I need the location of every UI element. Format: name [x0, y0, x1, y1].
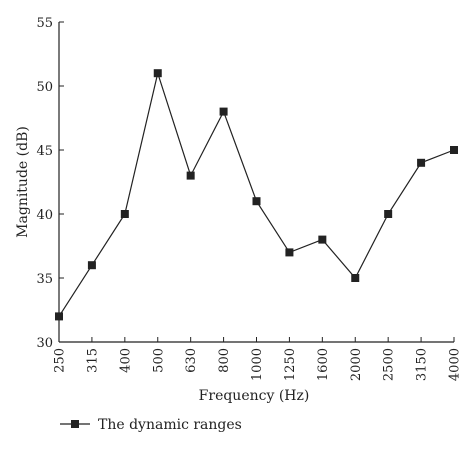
- series-group: [55, 69, 458, 321]
- data-point-marker: [351, 274, 360, 282]
- data-point-marker: [120, 210, 129, 218]
- y-tick-label: 30: [36, 336, 53, 351]
- legend: The dynamic ranges: [60, 417, 242, 433]
- x-axis-label: Frequency (Hz): [199, 388, 310, 404]
- series-line: [58, 70, 455, 317]
- x-tick-label: 800: [217, 348, 232, 373]
- data-point-marker: [384, 210, 393, 218]
- data-point-marker: [87, 261, 96, 270]
- y-axis-ticks: 30 35 40 45 50 55: [36, 16, 64, 351]
- y-tick-label: 45: [36, 144, 53, 159]
- data-point-marker: [252, 197, 261, 206]
- data-point-marker: [450, 146, 458, 154]
- data-point-marker: [55, 312, 63, 321]
- x-tick-label: 1600: [316, 348, 331, 381]
- data-point-marker: [186, 171, 195, 180]
- data-point-marker: [153, 69, 162, 78]
- x-tick-label: 400: [118, 348, 133, 373]
- y-axis-label: Magnitude (dB): [15, 126, 31, 238]
- y-tick-label: 55: [36, 16, 53, 31]
- y-tick-label: 35: [36, 272, 53, 287]
- x-tick-label: 630: [184, 348, 199, 373]
- x-tick-label: 250: [53, 348, 68, 373]
- x-tick-label: 500: [151, 348, 166, 373]
- x-tick-label: 3150: [415, 348, 430, 381]
- x-tick-label: 2500: [382, 348, 397, 381]
- legend-label: The dynamic ranges: [98, 417, 242, 433]
- x-tick-label: 315: [85, 348, 100, 373]
- x-tick-label: 1250: [283, 348, 298, 381]
- x-tick-label: 2000: [349, 348, 364, 381]
- data-point-marker: [318, 235, 327, 244]
- y-tick-label: 50: [36, 80, 53, 95]
- y-tick-label: 40: [36, 208, 53, 223]
- data-point-marker: [417, 158, 426, 167]
- data-point-marker: [285, 248, 294, 257]
- x-axis-ticks: 250 315 400 500 630 800 1000 1250 1600 2000 2500 31…: [53, 337, 463, 381]
- axes: [58, 22, 454, 343]
- x-tick-label: 4000: [448, 348, 463, 381]
- x-tick-label: 1000: [250, 348, 265, 381]
- data-point-marker: [219, 107, 228, 116]
- legend-marker-swatch: [71, 420, 79, 428]
